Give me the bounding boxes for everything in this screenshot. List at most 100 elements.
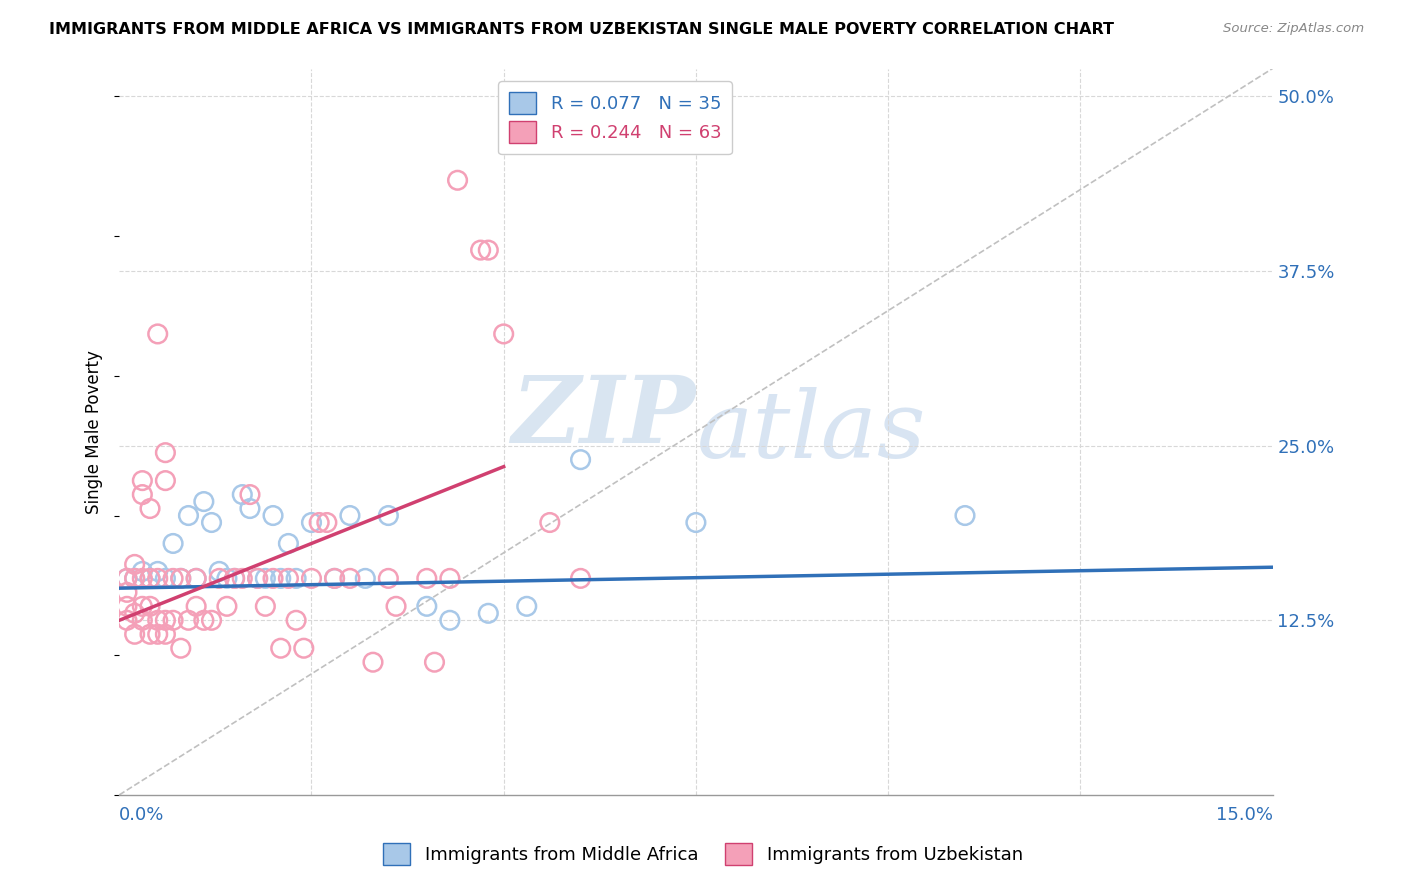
Point [516,599,538,614]
Point [492,326,515,341]
Point [285,613,308,627]
Point [292,641,315,656]
Point [139,599,162,614]
Point [200,613,222,627]
Point [131,474,153,488]
Point [177,508,200,523]
Point [162,571,184,585]
Point [446,173,468,187]
Point [146,565,169,579]
Legend: Immigrants from Middle Africa, Immigrants from Uzbekistan: Immigrants from Middle Africa, Immigrant… [375,836,1031,872]
Point [193,613,215,627]
Point [477,607,499,621]
Point [155,445,177,459]
Point [115,613,138,627]
Point [162,536,184,550]
Point [416,571,439,585]
Point [231,571,253,585]
Point [215,571,238,585]
Point [139,501,162,516]
Text: 0.0%: 0.0% [120,806,165,824]
Point [301,516,323,530]
Text: Source: ZipAtlas.com: Source: ZipAtlas.com [1223,22,1364,36]
Point [231,487,253,501]
Point [115,571,138,585]
Point [270,571,292,585]
Point [385,599,408,614]
Point [124,558,146,572]
Point [170,571,193,585]
Point [254,599,277,614]
Point [354,571,377,585]
Point [361,655,384,669]
Point [569,571,592,585]
Point [131,565,153,579]
Y-axis label: Single Male Poverty: Single Male Poverty [86,350,103,514]
Point [323,571,346,585]
Point [239,501,262,516]
Point [200,516,222,530]
Point [115,571,138,585]
Point [193,494,215,508]
Point [155,474,177,488]
Point [139,571,162,585]
Point [224,571,246,585]
Point [685,516,707,530]
Point [953,508,976,523]
Point [155,627,177,641]
Point [538,516,561,530]
Point [439,571,461,585]
Point [308,516,330,530]
Point [155,571,177,585]
Point [277,571,299,585]
Point [224,571,246,585]
Point [186,571,208,585]
Point [423,655,446,669]
Point [131,487,153,501]
Point [208,565,231,579]
Point [139,571,162,585]
Point [115,585,138,599]
Point [186,599,208,614]
Point [239,487,262,501]
Point [131,571,153,585]
Point [416,599,439,614]
Point [477,243,499,257]
Point [339,508,361,523]
Point [262,508,284,523]
Point [215,599,238,614]
Point [315,516,337,530]
Point [131,599,153,614]
Point [377,508,399,523]
Point [124,607,146,621]
Point [246,571,269,585]
Point [146,571,169,585]
Text: IMMIGRANTS FROM MIDDLE AFRICA VS IMMIGRANTS FROM UZBEKISTAN SINGLE MALE POVERTY : IMMIGRANTS FROM MIDDLE AFRICA VS IMMIGRA… [49,22,1114,37]
Point [177,613,200,627]
Point [170,641,193,656]
Point [208,571,231,585]
Point [170,571,193,585]
Point [162,613,184,627]
Point [131,613,153,627]
Point [270,641,292,656]
Point [254,571,277,585]
Point [124,571,146,585]
Point [146,627,169,641]
Point [301,571,323,585]
Point [439,613,461,627]
Point [377,571,399,585]
Point [186,571,208,585]
Point [262,571,284,585]
Point [470,243,492,257]
Point [146,613,169,627]
Text: 15.0%: 15.0% [1216,806,1272,824]
Point [246,571,269,585]
Point [124,627,146,641]
Text: atlas: atlas [696,387,927,476]
Point [339,571,361,585]
Point [115,599,138,614]
Point [146,326,169,341]
Legend: R = 0.077   N = 35, R = 0.244   N = 63: R = 0.077 N = 35, R = 0.244 N = 63 [498,81,733,154]
Point [124,571,146,585]
